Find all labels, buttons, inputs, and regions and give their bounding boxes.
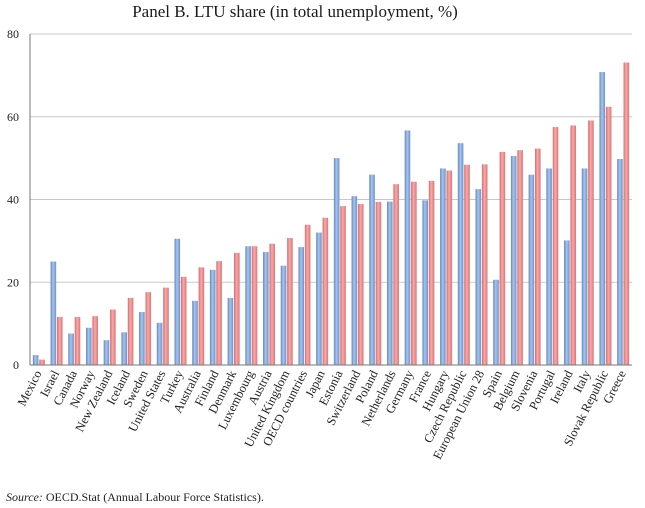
bar-red-poland	[375, 201, 382, 365]
bar-red-iceland	[127, 297, 134, 365]
y-tick-label: 20	[7, 275, 19, 289]
bar-red-slovenia	[535, 148, 541, 365]
bar-blue-france	[422, 200, 428, 365]
bar-blue-greece	[617, 158, 623, 365]
bar-blue-czech-republic	[457, 143, 464, 365]
bar-red-norway	[92, 316, 98, 365]
bar-blue-united-kingdom	[280, 265, 287, 365]
gridlines	[30, 33, 632, 283]
bar-red-portugal	[552, 127, 559, 365]
bar-red-turkey	[180, 276, 187, 365]
bar-red-new-zealand	[110, 309, 116, 365]
bar-red-germany	[411, 181, 417, 365]
bar-red-sweden	[145, 292, 152, 365]
bar-blue-united-states	[156, 322, 163, 365]
bar-red-greece	[623, 62, 630, 365]
bar-red-hungary	[446, 170, 453, 365]
bar-blue-belgium	[510, 156, 517, 365]
y-tick-label: 80	[7, 27, 19, 41]
bar-blue-ireland	[564, 240, 570, 365]
bar-blue-australia	[192, 300, 198, 365]
bar-blue-denmark	[227, 297, 234, 365]
bar-red-belgium	[517, 150, 523, 365]
bar-red-japan	[322, 217, 329, 365]
bar-red-australia	[198, 267, 205, 365]
bar-blue-portugal	[546, 168, 552, 365]
bar-red-finland	[216, 261, 222, 365]
bar-red-israel	[56, 317, 63, 365]
bar-red-slovak-republic	[605, 106, 612, 365]
bar-blue-mexico	[32, 355, 39, 365]
source-note: Source: OECD.Stat (Annual Labour Force S…	[6, 490, 264, 505]
bar-red-oecd-countries	[304, 224, 311, 365]
bar-red-luxembourg	[251, 246, 258, 365]
bar-red-czech-republic	[464, 164, 470, 365]
bar-blue-netherlands	[386, 201, 393, 365]
bar-blue-finland	[209, 269, 216, 365]
chart-title: Panel B. LTU share (in total unemploymen…	[132, 2, 458, 21]
bar-red-estonia	[340, 206, 346, 365]
bar-blue-iceland	[121, 332, 127, 365]
bar-blue-germany	[404, 130, 411, 365]
source-label: Source:	[6, 490, 43, 504]
bar-blue-israel	[50, 261, 57, 365]
bar-red-france	[428, 180, 435, 365]
bar-red-italy	[588, 120, 594, 365]
bar-red-switzerland	[357, 204, 364, 365]
bar-red-canada	[74, 317, 81, 365]
bar-blue-estonia	[333, 158, 340, 365]
bar-red-spain	[499, 151, 506, 365]
bar-red-denmark	[234, 252, 240, 365]
bar-blue-european-union-28	[475, 189, 482, 365]
bar-blue-spain	[493, 279, 499, 365]
bars	[32, 62, 630, 365]
y-tick-label: 60	[7, 110, 19, 124]
bar-blue-austria	[263, 252, 269, 365]
bar-blue-slovenia	[528, 174, 535, 365]
bar-blue-oecd-countries	[298, 247, 305, 365]
y-tick-label: 40	[7, 193, 19, 207]
bar-red-mexico	[39, 359, 45, 365]
bar-blue-sweden	[139, 312, 145, 365]
bar-blue-switzerland	[351, 196, 358, 365]
bar-blue-japan	[316, 232, 322, 365]
bar-blue-italy	[581, 168, 588, 365]
source-text: OECD.Stat (Annual Labour Force Statistic…	[42, 490, 264, 504]
bar-red-ireland	[570, 125, 577, 365]
y-tick-label: 0	[13, 358, 19, 372]
bar-blue-turkey	[174, 238, 181, 365]
bar-blue-norway	[85, 327, 92, 365]
bar-blue-hungary	[440, 168, 446, 365]
bar-blue-canada	[68, 333, 74, 365]
bar-red-european-union-28	[481, 164, 488, 365]
y-axis-ticks: 0 20 40 60 80	[7, 27, 19, 372]
bar-red-united-states	[163, 287, 169, 365]
bar-red-netherlands	[393, 184, 399, 365]
bar-blue-poland	[369, 174, 375, 365]
bar-blue-slovak-republic	[599, 72, 606, 365]
bar-blue-luxembourg	[245, 246, 251, 365]
bar-red-united-kingdom	[287, 237, 293, 365]
bar-blue-new-zealand	[103, 340, 110, 365]
bar-red-austria	[269, 243, 276, 365]
